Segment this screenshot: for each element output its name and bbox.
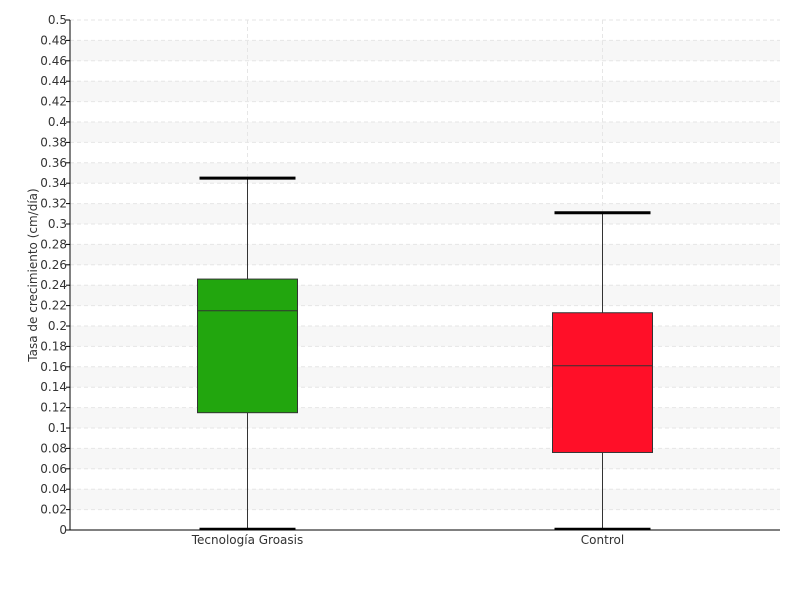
- background-band: [71, 407, 780, 428]
- y-tick-label: 0.4: [48, 115, 67, 129]
- y-tick-label: 0.12: [40, 401, 67, 415]
- background-bands: [71, 40, 780, 510]
- background-band: [71, 203, 780, 224]
- background-band: [71, 81, 780, 102]
- y-axis-title: Tasa de crecimiento (cm/día): [26, 188, 40, 362]
- gridlines: [70, 19, 780, 530]
- boxes: [197, 176, 653, 531]
- background-band: [71, 326, 780, 347]
- y-tick-label: 0.46: [40, 54, 67, 68]
- y-tick-label: 0.02: [40, 503, 67, 517]
- y-tick-label: 0.14: [40, 380, 67, 394]
- background-band: [71, 366, 780, 388]
- background-band: [71, 489, 780, 510]
- y-tick-label: 0.44: [40, 74, 67, 88]
- y-tick-label: 0.18: [40, 339, 67, 353]
- y-tick-label: 0.38: [40, 135, 67, 149]
- y-tick-label: 0.32: [40, 197, 67, 211]
- x-tick-label: Control: [581, 533, 624, 547]
- y-tick-label: 0.06: [40, 462, 67, 476]
- background-band: [71, 162, 780, 184]
- y-tick-label: 0.3: [48, 217, 67, 231]
- y-tick-label: 0.26: [40, 258, 67, 272]
- y-tick-label: 0.36: [40, 156, 67, 170]
- y-tick-label: 0.5: [48, 13, 67, 27]
- y-tick-label: 0.1: [48, 421, 67, 435]
- y-tick-label: 0.16: [40, 360, 67, 374]
- y-tick-label: 0.04: [40, 482, 67, 496]
- axes: [69, 20, 780, 531]
- x-tick-label: Tecnología Groasis: [191, 533, 304, 547]
- background-band: [71, 244, 780, 265]
- background-band: [71, 40, 780, 61]
- y-tick-label: 0.42: [40, 95, 67, 109]
- y-tick-label: 0.34: [40, 176, 67, 190]
- x-tick-labels: Tecnología Groasis Control: [191, 533, 624, 547]
- y-tick-label: 0.22: [40, 299, 67, 313]
- y-tick-label: 0.08: [40, 441, 67, 455]
- y-tick-label: 0.2: [48, 319, 67, 333]
- y-tick-label: 0.24: [40, 278, 67, 292]
- background-band: [71, 122, 780, 143]
- background-band: [71, 448, 780, 469]
- y-tick-label: 0: [59, 523, 67, 537]
- background-band: [71, 285, 780, 306]
- box: [552, 312, 653, 453]
- y-tick-label: 0.48: [40, 33, 67, 47]
- y-tick-label: 0.28: [40, 237, 67, 251]
- y-ticks: 0 0.02 0.04 0.06 0.08 0.1 0.12 0.14 0.16 0.18 0.2 0…: [40, 13, 70, 537]
- box: [197, 278, 298, 414]
